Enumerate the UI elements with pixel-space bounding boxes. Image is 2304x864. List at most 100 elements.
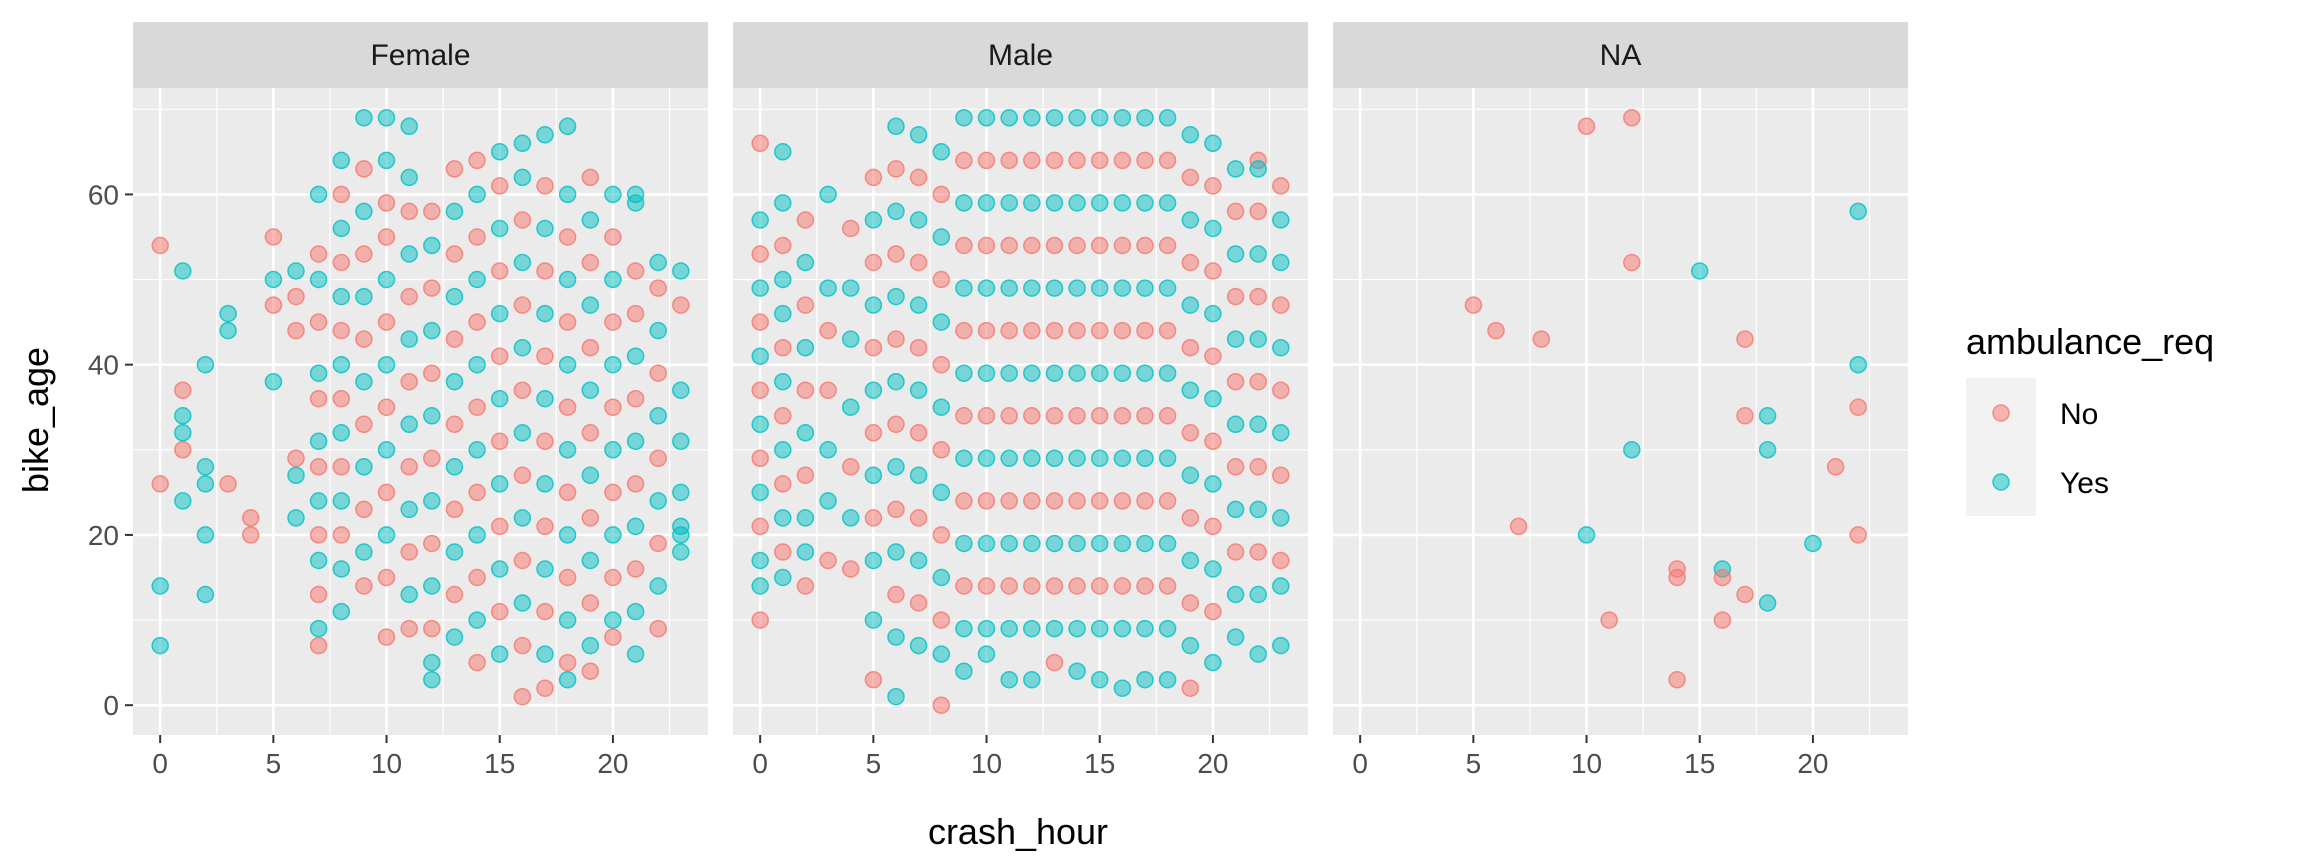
y-tick-label: 20 — [88, 520, 119, 551]
data-point — [1090, 236, 1109, 255]
data-point — [751, 517, 769, 536]
data-point — [309, 585, 328, 604]
data-point — [1713, 568, 1732, 587]
data-point — [581, 424, 600, 442]
data-point — [536, 177, 554, 195]
data-point — [309, 458, 328, 476]
data-point — [1090, 321, 1109, 340]
data-point — [287, 466, 305, 485]
data-point — [774, 194, 792, 212]
data-point — [1158, 194, 1177, 212]
data-point — [1090, 151, 1109, 170]
x-tick-label: 0 — [1352, 748, 1368, 779]
data-point — [1158, 321, 1177, 340]
data-point — [1023, 109, 1041, 127]
y-tick-label: 40 — [88, 350, 119, 381]
data-point — [932, 611, 951, 629]
data-point — [751, 134, 769, 153]
data-point — [604, 568, 622, 587]
data-point — [1023, 194, 1041, 212]
data-point — [751, 415, 769, 434]
data-point — [558, 228, 577, 246]
facet-strip — [133, 22, 708, 88]
data-point — [490, 304, 509, 323]
data-point — [581, 296, 600, 314]
data-point — [400, 500, 418, 519]
data-point — [513, 687, 532, 706]
data-point — [355, 109, 373, 127]
data-point — [955, 577, 973, 595]
data-point — [445, 500, 464, 519]
data-point — [977, 364, 996, 382]
data-point — [1045, 236, 1064, 255]
data-point — [887, 330, 905, 348]
data-point — [909, 211, 928, 229]
data-point — [864, 296, 883, 314]
data-point — [536, 679, 554, 697]
data-point — [490, 432, 509, 451]
data-point — [1158, 619, 1177, 638]
data-point — [1272, 177, 1290, 195]
data-point — [1136, 321, 1154, 340]
data-point — [377, 398, 396, 416]
data-point — [423, 236, 441, 255]
data-point — [977, 109, 996, 127]
data-point — [1158, 236, 1177, 255]
data-point — [955, 619, 973, 638]
data-point — [864, 253, 883, 272]
data-point — [819, 185, 837, 204]
data-point — [490, 347, 509, 365]
data-point — [468, 185, 486, 204]
data-point — [1158, 534, 1177, 553]
data-point — [955, 194, 973, 212]
data-point — [332, 458, 351, 476]
data-point — [1600, 611, 1618, 629]
data-point — [151, 577, 169, 595]
data-point — [1272, 551, 1290, 570]
data-point — [604, 313, 622, 331]
data-point — [355, 543, 373, 561]
data-point — [751, 279, 769, 297]
data-point — [955, 236, 973, 255]
data-point — [355, 458, 373, 476]
data-point — [864, 611, 883, 629]
y-axis-title: bike_age — [15, 347, 56, 493]
data-point — [468, 441, 486, 459]
data-point — [513, 338, 532, 357]
data-point — [864, 424, 883, 442]
data-point — [355, 202, 373, 221]
data-point — [774, 509, 792, 527]
data-point — [1272, 381, 1290, 399]
data-point — [423, 407, 441, 425]
data-point — [1000, 109, 1018, 127]
data-point — [287, 449, 305, 468]
data-point — [151, 475, 169, 493]
data-point — [909, 381, 928, 399]
data-point — [468, 483, 486, 502]
data-point — [955, 109, 973, 127]
data-point — [377, 526, 396, 544]
data-point — [1158, 449, 1177, 468]
data-point — [513, 551, 532, 570]
data-point — [400, 202, 418, 221]
data-point — [887, 585, 905, 604]
data-point — [932, 228, 951, 246]
data-point — [796, 543, 815, 561]
data-point — [1000, 407, 1018, 425]
data-point — [977, 279, 996, 297]
data-point — [604, 355, 622, 374]
data-point — [355, 500, 373, 519]
data-point — [1181, 126, 1200, 144]
data-point — [309, 619, 328, 638]
data-point — [1136, 577, 1154, 595]
data-point — [649, 253, 667, 272]
data-point — [445, 458, 464, 476]
data-point — [445, 160, 464, 178]
data-point — [377, 441, 396, 459]
data-point — [1158, 407, 1177, 425]
data-point — [1113, 619, 1132, 638]
data-point — [909, 636, 928, 655]
data-point — [332, 602, 351, 621]
data-point — [672, 543, 690, 561]
data-point — [264, 270, 283, 289]
